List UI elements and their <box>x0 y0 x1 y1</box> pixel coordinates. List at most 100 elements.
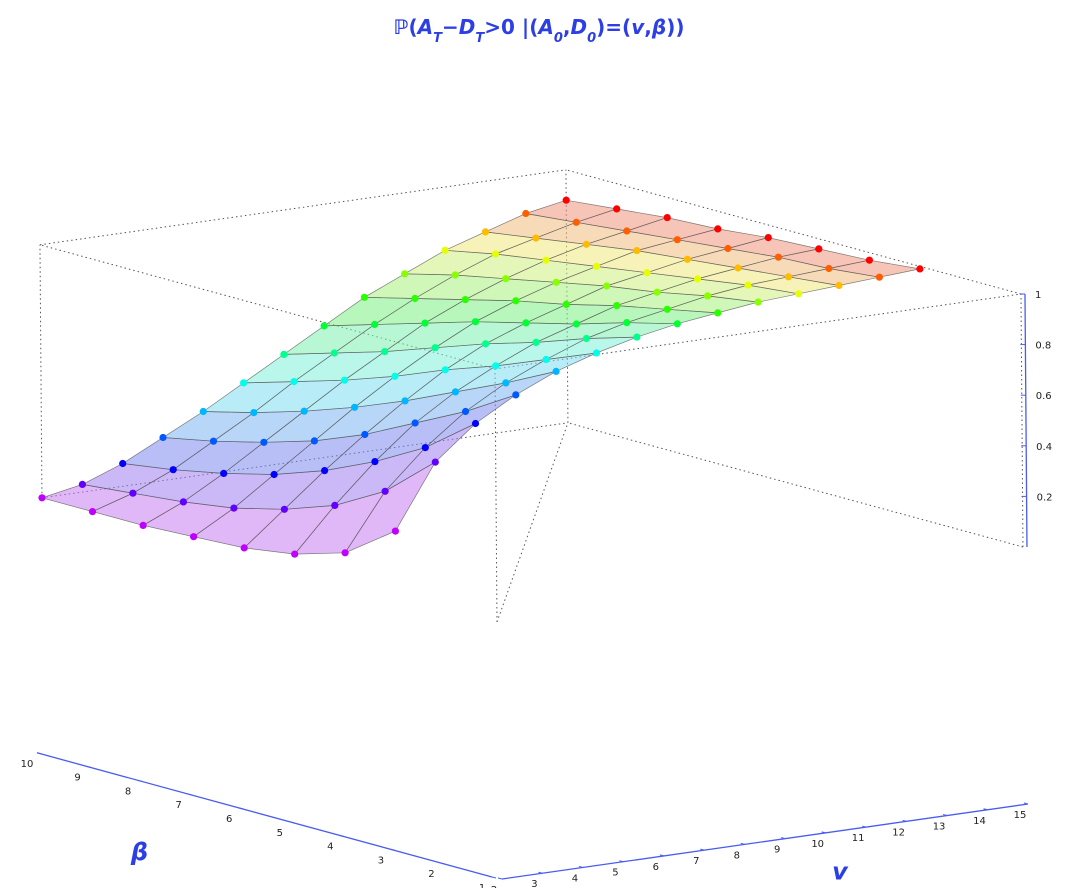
data-point <box>663 305 671 313</box>
data-point <box>714 309 722 317</box>
data-point <box>431 458 439 466</box>
box-edge <box>567 422 1024 548</box>
z-tick-label: 0.8 <box>1035 341 1051 352</box>
beta-tick <box>340 835 345 838</box>
v-tick <box>902 819 907 822</box>
beta-tick <box>137 779 143 782</box>
data-point <box>321 467 329 475</box>
data-point <box>381 348 389 356</box>
data-point <box>351 403 359 411</box>
data-point <box>633 247 641 255</box>
data-point <box>78 480 86 488</box>
data-point <box>865 256 874 264</box>
v-tick <box>781 837 786 840</box>
box-edge <box>494 368 498 623</box>
data-point <box>512 297 520 305</box>
v-tick <box>497 877 503 880</box>
v-axis <box>501 803 1029 880</box>
data-point <box>119 459 127 468</box>
data-point <box>451 271 459 279</box>
data-point <box>542 355 550 364</box>
beta-tick <box>289 821 294 824</box>
beta-tick-label: 5 <box>277 828 283 839</box>
data-point <box>441 246 449 254</box>
beta-tick-label: 8 <box>125 786 131 797</box>
data-point <box>341 549 349 557</box>
v-tick-label: 7 <box>693 856 699 867</box>
data-point <box>230 504 238 512</box>
z-axis <box>1024 293 1028 547</box>
v-tick-label: 12 <box>892 827 905 838</box>
v-tick <box>700 848 705 851</box>
box-edge <box>39 169 567 246</box>
data-point <box>190 533 198 541</box>
v-tick <box>740 842 745 845</box>
data-point <box>199 407 207 416</box>
data-point <box>471 318 480 326</box>
data-point <box>532 234 540 242</box>
v-tick-label: 4 <box>572 873 578 884</box>
data-point <box>481 228 489 236</box>
v-tick-label: 5 <box>612 868 618 879</box>
beta-tick <box>441 862 446 865</box>
beta-tick-label: 9 <box>74 773 80 784</box>
data-point <box>582 240 591 248</box>
data-point <box>603 282 611 290</box>
data-point <box>613 205 621 213</box>
data-point <box>260 438 268 446</box>
data-point <box>572 218 580 226</box>
data-point <box>401 270 409 278</box>
data-point <box>88 508 97 516</box>
data-point <box>552 278 560 286</box>
data-points <box>38 196 924 558</box>
v-tick-label: 11 <box>852 833 865 844</box>
data-point <box>330 349 338 357</box>
data-point <box>916 265 924 273</box>
chart-title: ℙ(AT−DT>0 |(A0,D0)=(v,β)) <box>394 15 685 46</box>
data-point <box>512 391 520 399</box>
data-point <box>139 521 147 530</box>
v-tick-label: 6 <box>653 862 659 873</box>
v-tick <box>983 808 988 811</box>
data-point <box>542 256 550 264</box>
v-tick <box>942 814 948 817</box>
data-point <box>209 437 218 445</box>
beta-tick <box>36 752 42 755</box>
data-point <box>835 281 843 290</box>
data-point <box>582 334 591 343</box>
v-tick <box>821 831 826 834</box>
data-point <box>643 269 651 277</box>
data-point <box>663 214 671 222</box>
v-tick-label: 9 <box>774 845 780 856</box>
data-point <box>502 379 510 387</box>
data-point <box>714 225 722 233</box>
data-point <box>471 419 480 428</box>
beta-tick-label: 3 <box>378 855 384 866</box>
data-point <box>159 433 167 442</box>
beta-tick-label: 2 <box>428 869 434 880</box>
data-point <box>815 245 823 253</box>
data-point <box>461 407 470 416</box>
data-point <box>250 409 258 417</box>
v-tick-label: 10 <box>811 839 824 850</box>
z-tick-label: 0.4 <box>1036 442 1052 453</box>
data-point <box>572 320 581 328</box>
data-point <box>220 469 228 477</box>
data-point <box>391 372 399 380</box>
v-tick-label: 2 <box>491 885 497 888</box>
data-point <box>532 338 540 346</box>
data-point <box>169 466 177 474</box>
v-axis-label: v <box>832 857 849 885</box>
beta-tick <box>390 848 396 851</box>
data-point <box>653 288 661 296</box>
box-edge <box>39 244 43 498</box>
beta-tick <box>87 766 92 769</box>
data-point <box>461 296 469 304</box>
beta-tick <box>239 807 244 810</box>
data-point <box>421 444 429 452</box>
chart-title-text: ℙ(AT−DT>0 |(A0,D0)=(v,β)) <box>394 15 685 46</box>
z-tick-label: 1 <box>1035 290 1041 301</box>
v-tick <box>578 865 584 868</box>
data-point <box>825 264 833 273</box>
